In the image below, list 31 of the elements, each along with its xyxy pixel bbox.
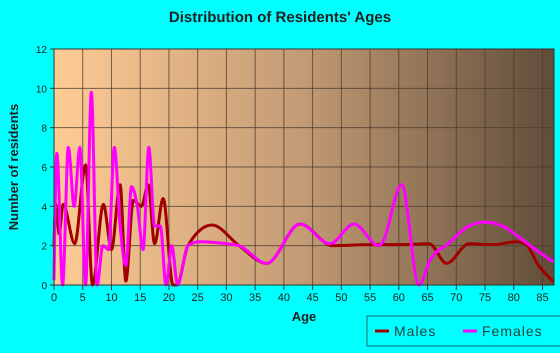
- x-tick-label: 10: [105, 292, 118, 304]
- line-series: [52, 90, 554, 286]
- x-tick-label: 40: [278, 292, 290, 304]
- y-tick-label: 4: [41, 202, 48, 214]
- x-axis-title: Age: [292, 309, 316, 324]
- x-tick-label: 15: [134, 292, 146, 304]
- x-tick-label: 85: [536, 292, 549, 304]
- y-tick-label: 0: [41, 281, 48, 292]
- x-tick-label: 25: [192, 292, 204, 304]
- x-tick-label: 5: [80, 292, 86, 304]
- x-tick-label: 70: [450, 292, 462, 304]
- y-tick-label: 8: [41, 124, 48, 135]
- y-tick-label: 6: [41, 163, 48, 174]
- legend-label: Females: [482, 323, 543, 339]
- x-tick-label: 75: [478, 292, 492, 304]
- x-tick-label: 80: [508, 292, 520, 304]
- y-axis-title: Number of residents: [6, 104, 21, 230]
- x-tick-label: 65: [421, 292, 434, 304]
- legend-label: Males: [394, 323, 436, 339]
- x-tick-label: 35: [249, 292, 262, 304]
- x-tick-label: 55: [364, 292, 376, 304]
- x-tick-label: 60: [392, 292, 405, 304]
- x-tick-label: 45: [306, 292, 319, 304]
- x-tick-label: 0: [50, 292, 58, 304]
- y-tick-label: 2: [41, 242, 48, 253]
- x-tick-label: 50: [335, 292, 348, 304]
- y-tick-label: 10: [36, 84, 48, 96]
- x-tick-label: 30: [220, 292, 233, 304]
- y-tick-label: 12: [36, 45, 48, 56]
- x-tick-label: 20: [162, 292, 176, 304]
- chart-title: Distribution of Residents' Ages: [168, 9, 392, 26]
